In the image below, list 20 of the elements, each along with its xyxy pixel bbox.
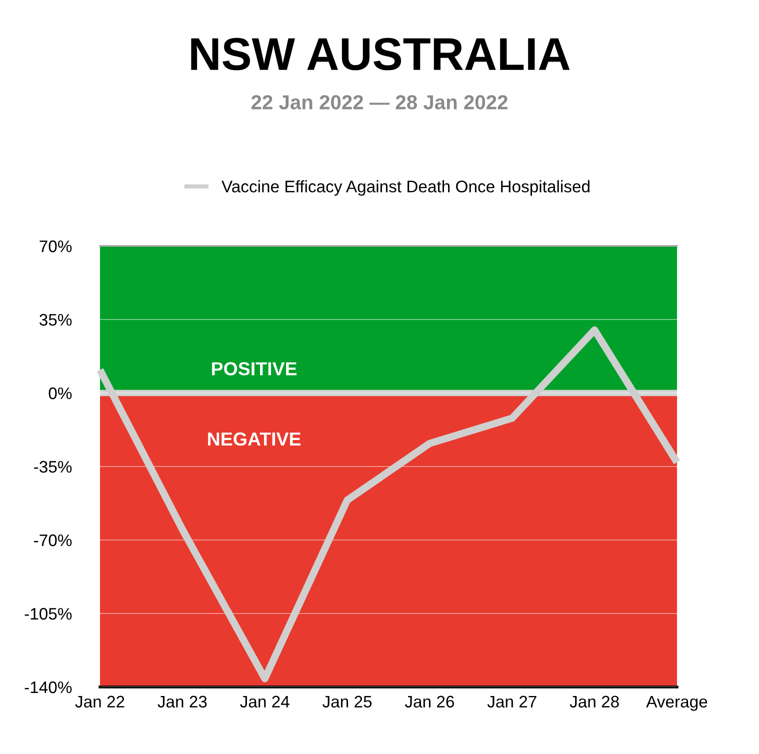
x-tick-label: Jan 23 — [158, 696, 207, 708]
y-tick-label: 0% — [48, 387, 72, 400]
x-tick-label: Jan 26 — [404, 696, 454, 708]
x-tick-label: Jan 24 — [240, 696, 290, 708]
y-tick-label: -105% — [24, 608, 72, 620]
x-tick-label: Jan 28 — [570, 696, 619, 708]
y-tick-label: -140% — [24, 681, 72, 694]
y-tick-label: 35% — [40, 314, 72, 326]
x-tick-label: Average — [646, 696, 708, 711]
x-tick-label: Jan 25 — [322, 696, 372, 708]
x-tick-label: Jan 27 — [487, 696, 536, 708]
band-label: POSITIVE — [212, 362, 297, 376]
chart-subtitle: 22 Jan 2022 — 28 Jan 2022 — [251, 95, 508, 110]
y-tick-label: -70% — [34, 534, 72, 546]
legend-label: Vaccine Efficacy Against Death Once Hospitalised — [222, 180, 590, 196]
y-tick-label: -35% — [34, 460, 72, 473]
band-label: NEGATIVE — [208, 432, 301, 446]
x-tick-label: Jan 22 — [75, 696, 124, 708]
y-tick-label: 70% — [40, 240, 72, 252]
chart-title: NSW AUSTRALIA — [191, 38, 570, 70]
